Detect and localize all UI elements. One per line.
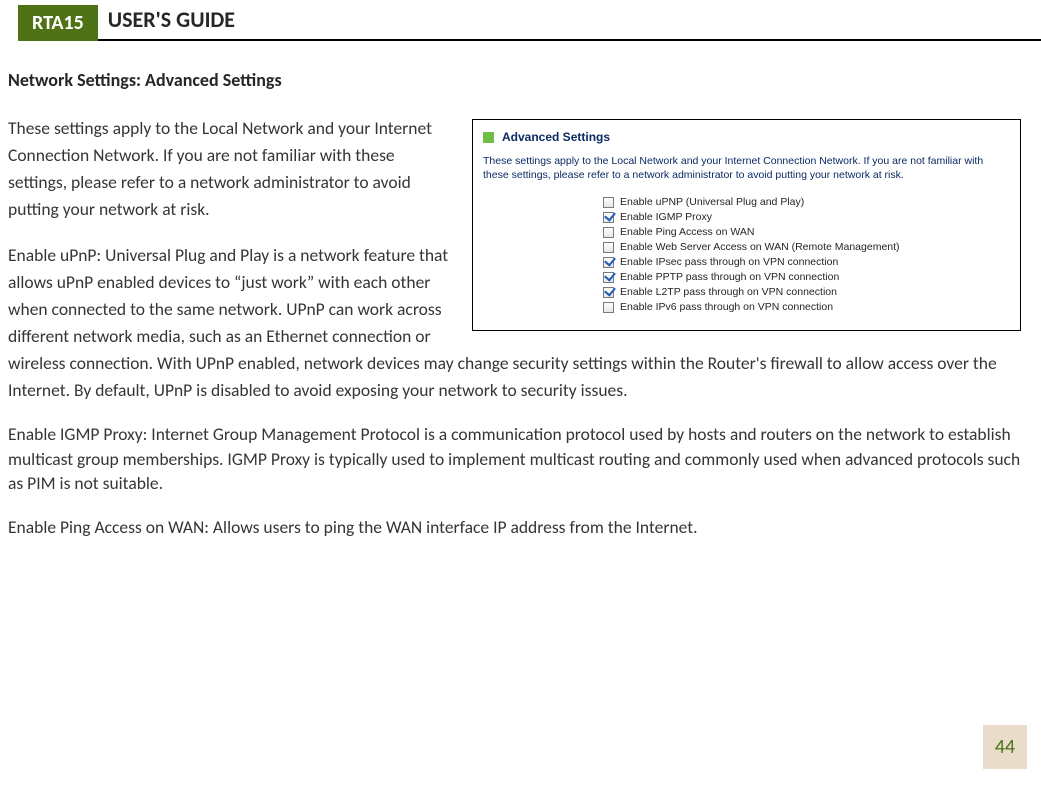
checkbox-web-server-wan[interactable]	[603, 242, 614, 253]
option-row: Enable IPv6 pass through on VPN connecti…	[603, 301, 1010, 313]
option-row: Enable IPsec pass through on VPN connect…	[603, 256, 1010, 268]
document-header: RTA15 USER'S GUIDE	[0, 0, 1041, 41]
checkbox-l2tp[interactable]	[603, 287, 614, 298]
accent-square-icon	[483, 132, 494, 143]
option-label: Enable Ping Access on WAN	[620, 226, 754, 238]
checkbox-igmp[interactable]	[603, 212, 614, 223]
screenshot-description: These settings apply to the Local Networ…	[483, 154, 1010, 182]
product-badge: RTA15	[18, 5, 98, 41]
settings-screenshot: Advanced Settings These settings apply t…	[472, 119, 1021, 331]
page-content: Network Settings: Advanced Settings Adva…	[0, 41, 1041, 559]
checkbox-ipv6[interactable]	[603, 302, 614, 313]
option-row: Enable L2TP pass through on VPN connecti…	[603, 286, 1010, 298]
option-label: Enable IGMP Proxy	[620, 211, 712, 223]
option-row: Enable IGMP Proxy	[603, 211, 1010, 223]
paragraph-igmp: Enable IGMP Proxy: Internet Group Manage…	[8, 422, 1021, 496]
option-row: Enable PPTP pass through on VPN connecti…	[603, 271, 1010, 283]
option-row: Enable Ping Access on WAN	[603, 226, 1010, 238]
option-row: Enable Web Server Access on WAN (Remote …	[603, 241, 1010, 253]
page-number-badge: 44	[983, 725, 1027, 769]
paragraph-ping: Enable Ping Access on WAN: Allows users …	[8, 514, 1021, 541]
document-title: USER'S GUIDE	[98, 0, 1041, 41]
option-label: Enable IPv6 pass through on VPN connecti…	[620, 301, 833, 313]
checkbox-pptp[interactable]	[603, 272, 614, 283]
option-label: Enable IPsec pass through on VPN connect…	[620, 256, 838, 268]
screenshot-options: Enable uPNP (Universal Plug and Play) En…	[603, 196, 1010, 313]
option-row: Enable uPNP (Universal Plug and Play)	[603, 196, 1010, 208]
option-label: Enable uPNP (Universal Plug and Play)	[620, 196, 804, 208]
product-code: RTA15	[32, 11, 84, 35]
section-heading: Network Settings: Advanced Settings	[8, 69, 1021, 91]
option-label: Enable Web Server Access on WAN (Remote …	[620, 241, 900, 253]
option-label: Enable L2TP pass through on VPN connecti…	[620, 286, 837, 298]
screenshot-header: Advanced Settings	[483, 130, 1010, 144]
page-number: 44	[995, 735, 1015, 759]
checkbox-ping-wan[interactable]	[603, 227, 614, 238]
screenshot-title: Advanced Settings	[502, 130, 610, 144]
checkbox-upnp[interactable]	[603, 197, 614, 208]
checkbox-ipsec[interactable]	[603, 257, 614, 268]
option-label: Enable PPTP pass through on VPN connecti…	[620, 271, 839, 283]
